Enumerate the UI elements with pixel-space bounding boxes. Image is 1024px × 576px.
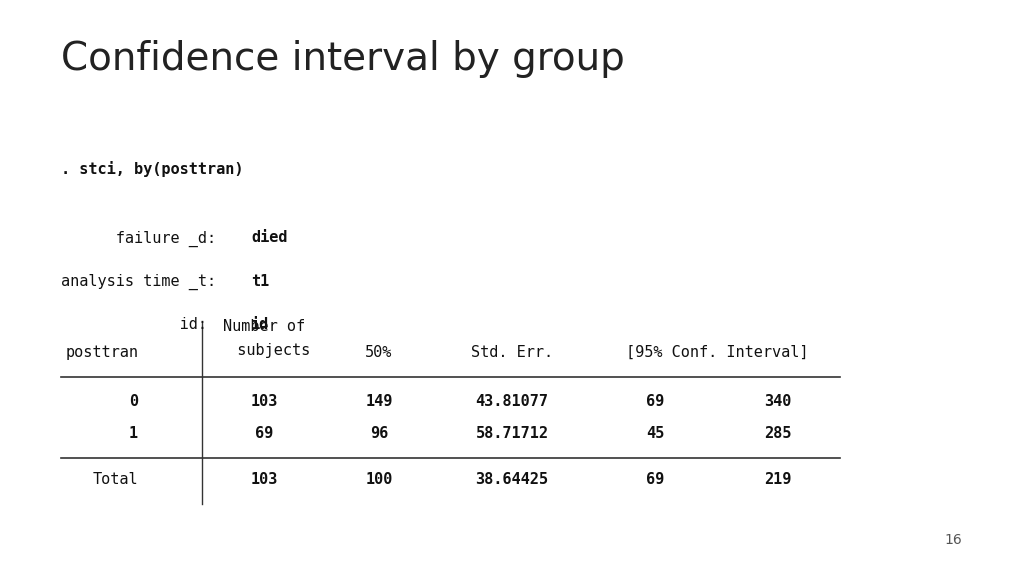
Text: posttran: posttran <box>66 345 138 360</box>
Text: 16: 16 <box>945 533 963 547</box>
Text: failure _d:: failure _d: <box>61 230 216 247</box>
Text: t1: t1 <box>251 274 269 289</box>
Text: 38.64425: 38.64425 <box>475 472 549 487</box>
Text: 340: 340 <box>765 394 792 409</box>
Text: 1: 1 <box>129 426 138 441</box>
Text: 69: 69 <box>255 426 273 441</box>
Text: 50%: 50% <box>366 345 392 360</box>
Text: 219: 219 <box>765 472 792 487</box>
Text: 58.71712: 58.71712 <box>475 426 549 441</box>
Text: id:: id: <box>61 317 208 332</box>
Text: . stci, by(posttran): . stci, by(posttran) <box>61 161 244 177</box>
Text: Confidence interval by group: Confidence interval by group <box>61 40 626 78</box>
Text: analysis time _t:: analysis time _t: <box>61 274 216 290</box>
Text: 103: 103 <box>251 394 278 409</box>
Text: 96: 96 <box>370 426 388 441</box>
Text: 103: 103 <box>251 472 278 487</box>
Text: Std. Err.: Std. Err. <box>471 345 553 360</box>
Text: subjects: subjects <box>218 343 310 358</box>
Text: 149: 149 <box>366 394 392 409</box>
Text: [95% Conf. Interval]: [95% Conf. Interval] <box>626 345 808 360</box>
Text: 45: 45 <box>646 426 665 441</box>
Text: 285: 285 <box>765 426 792 441</box>
Text: 100: 100 <box>366 472 392 487</box>
Text: 0: 0 <box>129 394 138 409</box>
Text: id: id <box>251 317 269 332</box>
Text: 69: 69 <box>646 472 665 487</box>
Text: Number of: Number of <box>223 319 305 334</box>
Text: died: died <box>251 230 288 245</box>
Text: 43.81077: 43.81077 <box>475 394 549 409</box>
Text: 69: 69 <box>646 394 665 409</box>
Text: Total: Total <box>92 472 138 487</box>
